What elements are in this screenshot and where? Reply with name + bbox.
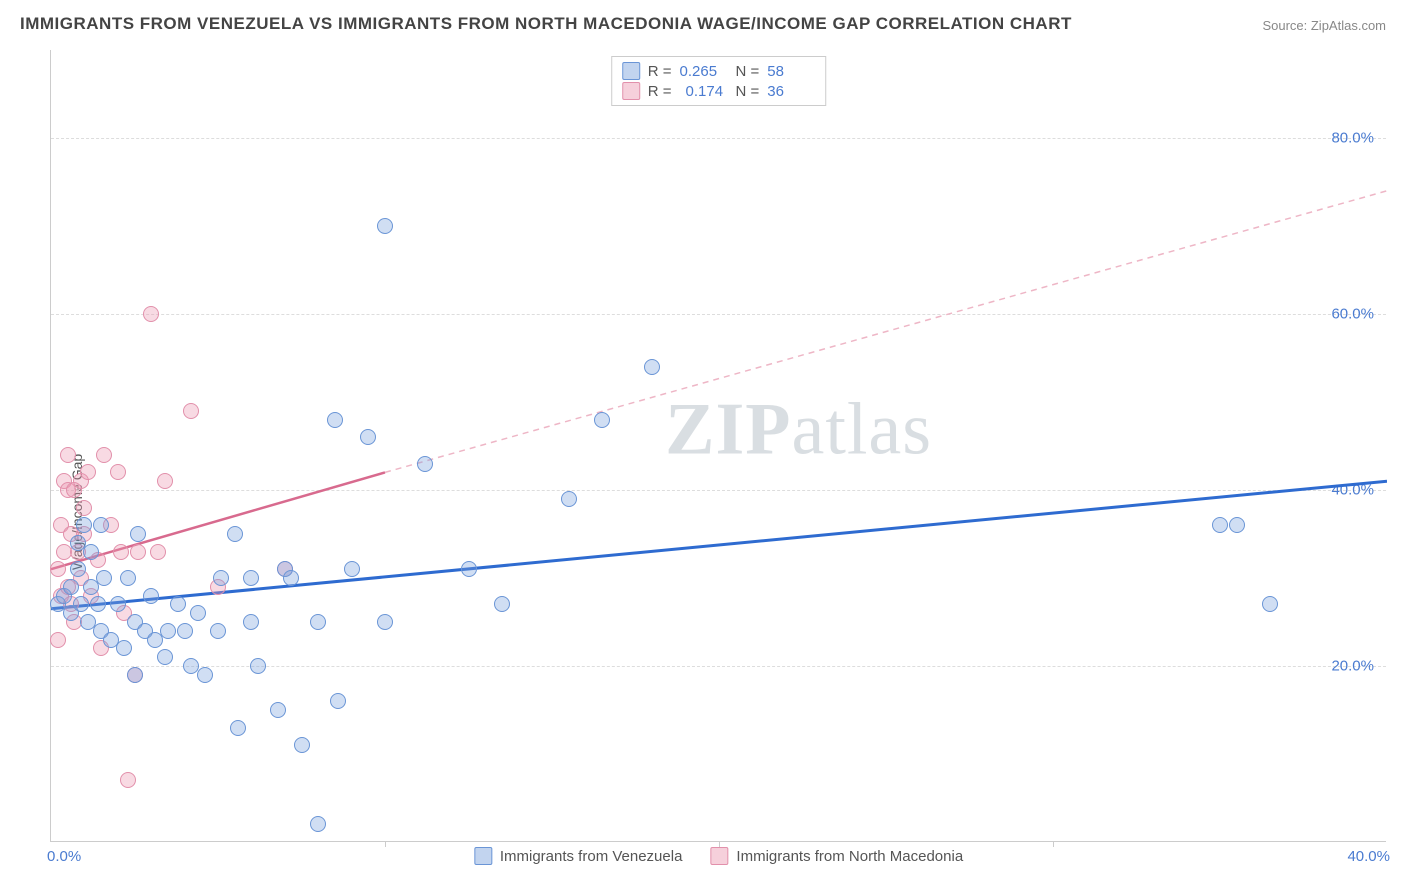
- x-axis-tick: [1053, 841, 1054, 847]
- data-point: [213, 570, 229, 586]
- swatch-blue-icon: [474, 847, 492, 865]
- data-point: [110, 464, 126, 480]
- data-point: [113, 544, 129, 560]
- y-tick-label: 40.0%: [1331, 482, 1374, 499]
- trend-line: [51, 481, 1387, 609]
- data-point: [177, 623, 193, 639]
- data-point: [360, 429, 376, 445]
- stats-row-north-macedonia: R = 0.174 N = 36: [622, 81, 816, 101]
- data-point: [143, 588, 159, 604]
- y-tick-label: 60.0%: [1331, 306, 1374, 323]
- data-point: [1262, 596, 1278, 612]
- stats-row-venezuela: R = 0.265 N = 58: [622, 61, 816, 81]
- legend-label: Immigrants from Venezuela: [500, 848, 683, 865]
- x-axis-tick: [385, 841, 386, 847]
- data-point: [461, 561, 477, 577]
- x-tick-max: 40.0%: [1347, 848, 1390, 865]
- data-point: [120, 772, 136, 788]
- gridline: [51, 314, 1386, 315]
- data-point: [93, 517, 109, 533]
- r-value: 0.265: [680, 63, 728, 80]
- data-point: [344, 561, 360, 577]
- source-attribution: Source: ZipAtlas.com: [1262, 18, 1386, 33]
- data-point: [330, 693, 346, 709]
- r-label: R =: [648, 83, 672, 100]
- data-point: [157, 473, 173, 489]
- chart-title: IMMIGRANTS FROM VENEZUELA VS IMMIGRANTS …: [20, 14, 1072, 34]
- r-value: 0.174: [680, 83, 728, 100]
- series-legend: Immigrants from Venezuela Immigrants fro…: [474, 847, 963, 865]
- data-point: [183, 403, 199, 419]
- data-point: [157, 649, 173, 665]
- gridline: [51, 490, 1386, 491]
- data-point: [561, 491, 577, 507]
- data-point: [143, 306, 159, 322]
- data-point: [160, 623, 176, 639]
- data-point: [417, 456, 433, 472]
- data-point: [83, 544, 99, 560]
- data-point: [96, 447, 112, 463]
- data-point: [243, 614, 259, 630]
- data-point: [60, 447, 76, 463]
- data-point: [190, 605, 206, 621]
- data-point: [80, 464, 96, 480]
- data-point: [230, 720, 246, 736]
- data-point: [310, 614, 326, 630]
- watermark: ZIPatlas: [665, 387, 932, 472]
- data-point: [130, 526, 146, 542]
- data-point: [210, 623, 226, 639]
- data-point: [377, 614, 393, 630]
- r-label: R =: [648, 63, 672, 80]
- legend-label: Immigrants from North Macedonia: [736, 848, 963, 865]
- data-point: [197, 667, 213, 683]
- data-point: [50, 632, 66, 648]
- data-point: [227, 526, 243, 542]
- data-point: [1212, 517, 1228, 533]
- legend-item-north-macedonia: Immigrants from North Macedonia: [710, 847, 963, 865]
- data-point: [327, 412, 343, 428]
- chart-plot-area: ZIPatlas Wage/Income Gap 20.0%40.0%60.0%…: [50, 50, 1386, 842]
- y-tick-label: 20.0%: [1331, 658, 1374, 675]
- x-tick-min: 0.0%: [47, 848, 81, 865]
- data-point: [170, 596, 186, 612]
- data-point: [76, 517, 92, 533]
- swatch-pink-icon: [622, 82, 640, 100]
- data-point: [120, 570, 136, 586]
- data-point: [294, 737, 310, 753]
- n-value: 36: [767, 83, 815, 100]
- data-point: [110, 596, 126, 612]
- swatch-pink-icon: [710, 847, 728, 865]
- data-point: [90, 596, 106, 612]
- swatch-blue-icon: [622, 62, 640, 80]
- data-point: [50, 561, 66, 577]
- n-value: 58: [767, 63, 815, 80]
- data-point: [644, 359, 660, 375]
- data-point: [70, 561, 86, 577]
- y-tick-label: 80.0%: [1331, 130, 1374, 147]
- data-point: [243, 570, 259, 586]
- data-point: [150, 544, 166, 560]
- data-point: [250, 658, 266, 674]
- n-label: N =: [736, 63, 760, 80]
- n-label: N =: [736, 83, 760, 100]
- data-point: [130, 544, 146, 560]
- data-point: [310, 816, 326, 832]
- data-point: [270, 702, 286, 718]
- data-point: [127, 667, 143, 683]
- data-point: [96, 570, 112, 586]
- legend-item-venezuela: Immigrants from Venezuela: [474, 847, 683, 865]
- data-point: [283, 570, 299, 586]
- correlation-stats-legend: R = 0.265 N = 58 R = 0.174 N = 36: [611, 56, 827, 106]
- data-point: [377, 218, 393, 234]
- data-point: [116, 640, 132, 656]
- gridline: [51, 138, 1386, 139]
- data-point: [594, 412, 610, 428]
- data-point: [76, 500, 92, 516]
- data-point: [73, 596, 89, 612]
- data-point: [1229, 517, 1245, 533]
- data-point: [494, 596, 510, 612]
- data-point: [63, 579, 79, 595]
